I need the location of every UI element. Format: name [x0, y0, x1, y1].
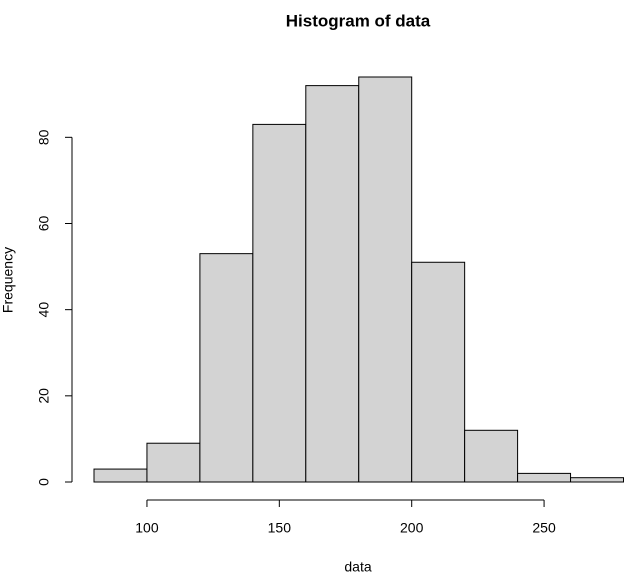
x-axis-label: data — [344, 559, 371, 575]
bar — [93, 468, 148, 483]
y-tick-label: 60 — [36, 215, 52, 231]
bar — [358, 76, 413, 483]
x-tick-label: 200 — [400, 520, 424, 536]
bar — [517, 472, 572, 483]
bar — [411, 261, 466, 483]
chart-title: Histogram of data — [286, 11, 431, 30]
y-axis-label: Frequency — [0, 247, 16, 313]
y-tick-label: 80 — [36, 129, 52, 145]
bar — [464, 429, 519, 483]
y-tick-label: 20 — [36, 388, 52, 404]
x-tick-label: 250 — [532, 520, 556, 536]
y-tick-label: 40 — [36, 302, 52, 318]
y-tick-label: 0 — [36, 478, 52, 486]
bar — [146, 442, 201, 483]
bar — [305, 85, 360, 483]
x-tick-label: 150 — [268, 520, 292, 536]
bar — [570, 477, 624, 483]
x-tick-label: 100 — [135, 520, 159, 536]
bar — [252, 123, 307, 483]
bar — [199, 253, 254, 483]
